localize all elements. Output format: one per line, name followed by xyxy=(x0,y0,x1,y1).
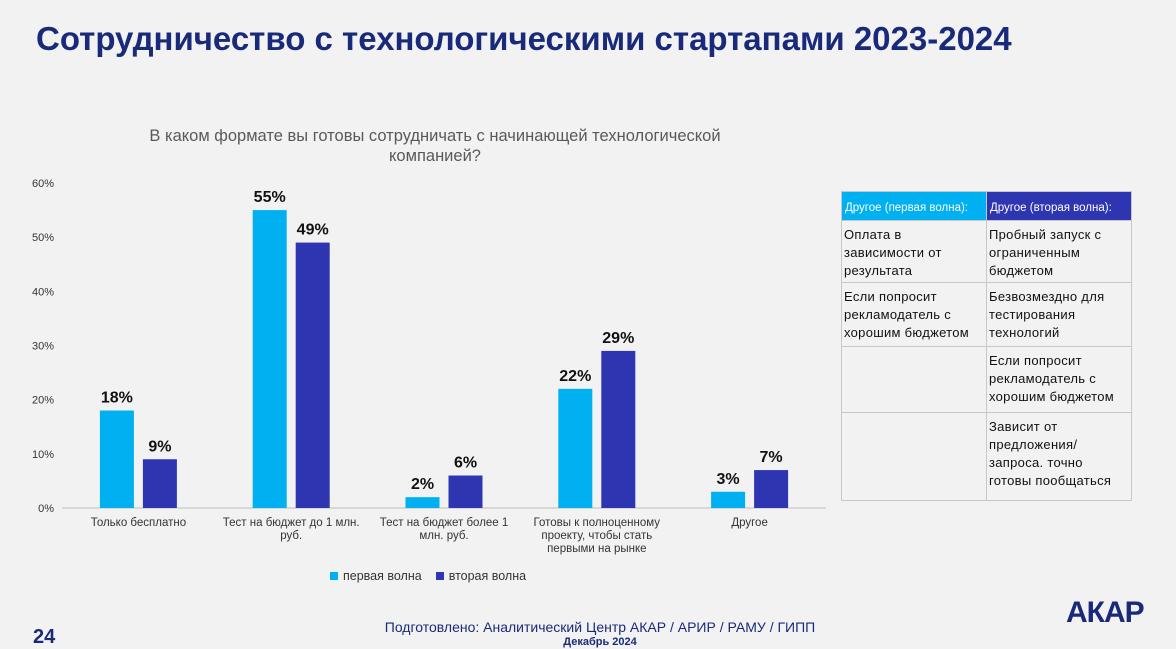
chart-title: В каком формате вы готовы сотрудничать с… xyxy=(149,127,721,165)
bar-series-2 xyxy=(142,459,177,508)
table-cell: Безвозмездно для тестирования технологий xyxy=(986,282,1132,347)
data-label: 9% xyxy=(148,438,171,455)
bar-series-2 xyxy=(601,350,636,508)
table-cell xyxy=(841,412,987,501)
data-label: 3% xyxy=(717,471,740,488)
bar-series-2 xyxy=(754,470,789,508)
y-tick-label: 40% xyxy=(32,286,54,298)
bar-series-2 xyxy=(295,242,330,509)
akar-logo: АКАР xyxy=(1066,596,1145,629)
bar-series-1 xyxy=(99,410,134,508)
legend-swatch-second-wave xyxy=(435,572,444,580)
y-tick-label: 10% xyxy=(32,449,54,461)
table-cell: Если попросит рекламодатель с хорошим бю… xyxy=(986,346,1132,413)
table-row: Если попросит рекламодатель с хорошим бю… xyxy=(841,346,1132,413)
data-label: 49% xyxy=(297,222,329,239)
legend-label-second-wave: вторая волна xyxy=(448,569,527,583)
y-tick-label: 60% xyxy=(32,178,54,190)
bar-series-1 xyxy=(405,497,440,508)
bar-series-2 xyxy=(448,475,483,508)
bar-series-1 xyxy=(558,388,593,508)
table-row: Оплата в зависимости от результата Пробн… xyxy=(841,220,1132,283)
legend-swatch-first-wave xyxy=(330,572,338,580)
y-tick-label: 0% xyxy=(38,503,54,515)
table-row: Если попросит рекламодатель с хорошим бю… xyxy=(841,282,1132,347)
footer-date: Декабрь 2024 xyxy=(563,636,637,648)
table-cell: Оплата в зависимости от результата xyxy=(841,220,987,283)
x-tick-label: Тест на бюджет более 1 млн. руб. xyxy=(380,517,509,542)
legend-item-second-wave: вторая волна xyxy=(435,569,527,583)
x-tick-label: Только бесплатно xyxy=(91,517,186,529)
table-header-second-wave: Другое (вторая волна): xyxy=(986,191,1132,221)
y-tick-label: 20% xyxy=(32,395,54,407)
bar-series-1 xyxy=(711,491,746,508)
table-cell: Если попросит рекламодатель с хорошим бю… xyxy=(841,282,987,347)
table-header-first-wave: Другое (первая волна): xyxy=(841,191,987,221)
bar-series-1 xyxy=(252,210,287,509)
table-cell xyxy=(841,346,987,413)
table-header-row: Другое (первая волна): Другое (вторая во… xyxy=(841,191,1132,221)
table-cell: Зависит от предложения/запроса. точно го… xyxy=(986,412,1132,501)
data-label: 6% xyxy=(454,455,477,472)
footer-credits: Подготовлено: Аналитический Центр АКАР /… xyxy=(384,619,816,635)
data-label: 22% xyxy=(559,368,591,385)
y-tick-label: 50% xyxy=(32,232,54,244)
other-answers-table: Другое (первая волна): Другое (вторая во… xyxy=(841,191,1132,501)
x-tick-label: Тест на бюджет до 1 млн. руб. xyxy=(223,517,360,542)
legend-item-first-wave: первая волна xyxy=(330,569,422,583)
x-tick-label: Другое xyxy=(731,517,768,529)
table-row: Зависит от предложения/запроса. точно го… xyxy=(841,412,1132,501)
page-number: 24 xyxy=(33,626,56,648)
data-label: 18% xyxy=(101,390,133,407)
chart-legend: первая волна вторая волна xyxy=(330,569,526,583)
page-title: Сотрудничество с технологическими старта… xyxy=(36,20,1012,57)
table-cell: Пробный запуск с ограниченным бюджетом xyxy=(986,220,1132,283)
data-label: 29% xyxy=(602,330,634,347)
x-tick-label: Готовы к полноценному проекту, чтобы стат… xyxy=(534,517,661,555)
data-label: 7% xyxy=(760,449,783,466)
legend-label-first-wave: первая волна xyxy=(343,569,422,583)
data-label: 2% xyxy=(411,476,434,493)
y-tick-label: 30% xyxy=(32,341,54,353)
data-label: 55% xyxy=(254,189,286,206)
